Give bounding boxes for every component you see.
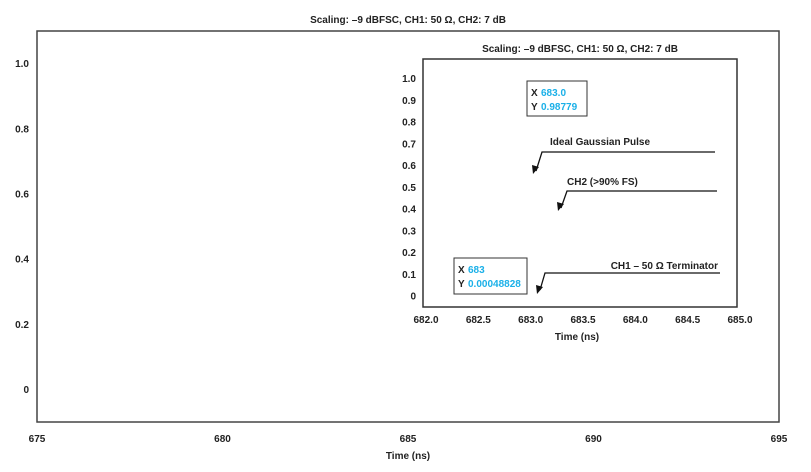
inset-title: Scaling: –9 dBFSC, CH1: 50 Ω, CH2: 7 dB — [482, 44, 678, 55]
main-title: Scaling: –9 dBFSC, CH1: 50 Ω, CH2: 7 dB — [310, 15, 506, 26]
cursor-x-label: X — [531, 88, 538, 99]
annotation-label: CH2 (>90% FS) — [567, 177, 638, 188]
cursor-y-value: 0.00048828 — [468, 279, 521, 290]
y-tick-label: 0 — [410, 292, 416, 303]
y-tick-label: 0.7 — [402, 139, 416, 150]
annotation-ch2: CH2 (>90% FS) — [557, 177, 717, 211]
annotation-leader-line — [560, 190, 717, 209]
cursor-x-label: X — [458, 265, 465, 276]
x-tick-label: 685.0 — [727, 315, 752, 326]
annotation-ideal-gaussian: Ideal Gaussian Pulse — [532, 137, 715, 174]
y-tick-label: 0.2 — [402, 248, 416, 259]
x-tick-label: 682.0 — [413, 315, 438, 326]
y-tick-label: 0.8 — [402, 118, 416, 129]
x-tick-label: 695 — [771, 434, 788, 445]
cursor-y-label: Y — [458, 279, 465, 290]
arrow-icon — [532, 165, 539, 174]
cursor-y-value: 0.98779 — [541, 102, 578, 113]
y-tick-label: 0.4 — [402, 205, 416, 216]
x-tick-label: 683.0 — [518, 315, 543, 326]
x-tick-label: 690 — [585, 434, 602, 445]
x-tick-label: 675 — [29, 434, 46, 445]
y-tick-label: 1.0 — [402, 74, 416, 85]
main-plot-frame — [36, 30, 780, 423]
y-tick-label: 0 — [23, 385, 29, 396]
x-tick-label: 685 — [400, 434, 417, 445]
y-tick-label: 0.8 — [15, 124, 29, 135]
cursor-x-value: 683 — [468, 265, 485, 276]
y-tick-label: 0.1 — [402, 270, 416, 281]
arrow-icon — [536, 285, 543, 294]
annotation-leader-line — [539, 272, 720, 291]
annotation-ch1: CH1 – 50 Ω Terminator — [536, 261, 720, 294]
cursor-x-value: 683.0 — [541, 88, 566, 99]
y-tick-label: 0.3 — [402, 226, 416, 237]
y-tick-label: 0.5 — [402, 183, 416, 194]
x-tick-label: 680 — [214, 434, 231, 445]
y-tick-label: 0.2 — [15, 320, 29, 331]
x-tick-label: 684.0 — [623, 315, 648, 326]
arrow-icon — [557, 202, 564, 211]
main-x-axis-label: Time (ns) — [386, 451, 430, 462]
x-tick-label: 683.5 — [570, 315, 595, 326]
y-tick-label: 0.6 — [15, 189, 29, 200]
y-tick-label: 0.9 — [402, 96, 416, 107]
y-tick-label: 1.0 — [15, 59, 29, 70]
annotation-leader-line — [535, 151, 715, 172]
annotation-label: CH1 – 50 Ω Terminator — [611, 261, 718, 272]
y-tick-label: 0.4 — [15, 255, 29, 266]
cursor-y-label: Y — [531, 102, 538, 113]
x-tick-label: 682.5 — [466, 315, 491, 326]
inset-x-axis-label: Time (ns) — [555, 332, 599, 343]
y-tick-label: 0.6 — [402, 161, 416, 172]
cursor-readout-2: X 683 Y 0.00048828 — [453, 257, 528, 295]
cursor-readout-1: X 683.0 Y 0.98779 — [526, 80, 588, 117]
x-tick-label: 684.5 — [675, 315, 700, 326]
annotation-label: Ideal Gaussian Pulse — [550, 137, 650, 148]
